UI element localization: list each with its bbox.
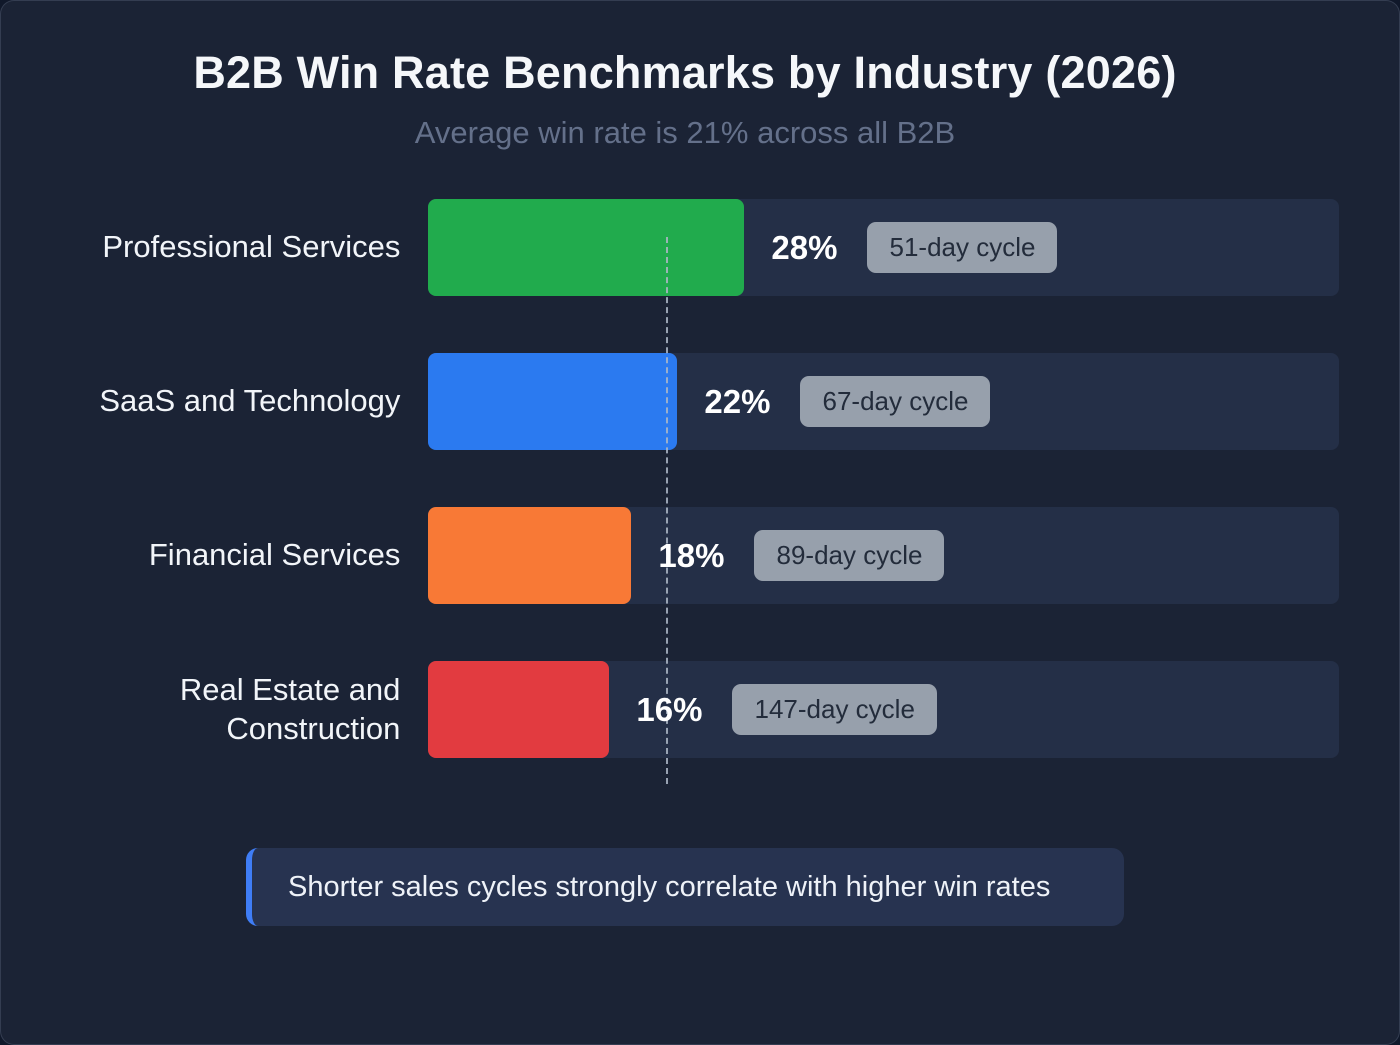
chart-subtitle: Average win rate is 21% across all B2B bbox=[414, 115, 956, 150]
category-label: Real Estate and Construction bbox=[179, 671, 401, 746]
bar-saas-technology bbox=[428, 353, 678, 450]
chart-row-professional-services: Professional Services 28% 51-day cycle bbox=[31, 199, 1339, 296]
chart-title: B2B Win Rate Benchmarks by Industry (202… bbox=[193, 47, 1177, 98]
cycle-badge: 51-day cycle bbox=[867, 222, 1058, 273]
value-label: 28% bbox=[771, 228, 838, 266]
average-reference-line bbox=[666, 237, 669, 784]
chart-rows: Professional Services 28% 51-day cycle S… bbox=[31, 199, 1339, 758]
category-label: Financial Services bbox=[148, 537, 401, 573]
value-label: 22% bbox=[704, 382, 771, 420]
category-label: SaaS and Technology bbox=[99, 383, 401, 419]
bar-real-estate-construction bbox=[428, 661, 610, 758]
insight-note: Shorter sales cycles strongly correlate … bbox=[246, 848, 1124, 926]
bar-track: 16% 147-day cycle bbox=[428, 661, 1339, 758]
cycle-badge: 67-day cycle bbox=[800, 376, 991, 427]
category-label: Professional Services bbox=[102, 229, 401, 265]
cycle-badge: 147-day cycle bbox=[732, 684, 937, 735]
value-label: 18% bbox=[658, 536, 725, 574]
bar-professional-services bbox=[428, 199, 745, 296]
chart-row-saas-technology: SaaS and Technology 22% 67-day cycle bbox=[31, 353, 1339, 450]
bar-chart: 21% avg Professional Services 28% 51-day… bbox=[31, 199, 1339, 784]
chart-row-financial-services: Financial Services 18% 89-day cycle bbox=[31, 507, 1339, 604]
bar-financial-services bbox=[428, 507, 632, 604]
bar-track: 28% 51-day cycle bbox=[428, 199, 1339, 296]
chart-row-real-estate-construction: Real Estate and Construction 16% 147-day… bbox=[31, 661, 1339, 758]
cycle-badge: 89-day cycle bbox=[754, 530, 945, 581]
bar-track: 18% 89-day cycle bbox=[428, 507, 1339, 604]
insight-note-text: Shorter sales cycles strongly correlate … bbox=[288, 870, 1051, 903]
value-label: 16% bbox=[636, 690, 703, 728]
bar-track: 22% 67-day cycle bbox=[428, 353, 1339, 450]
